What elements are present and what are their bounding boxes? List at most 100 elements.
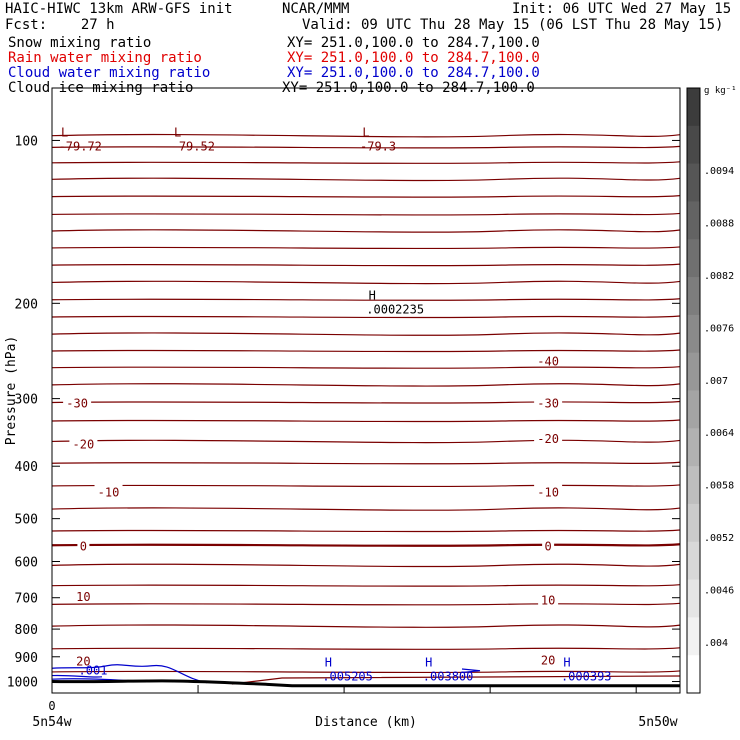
- colorbar-tick-label: .0064: [704, 428, 734, 439]
- temperature-contour-line: [51, 543, 681, 547]
- x-axis-label: Distance (km): [315, 715, 417, 730]
- temperature-contour-label: 10: [541, 593, 555, 607]
- extremum-marker: H: [425, 656, 432, 670]
- y-tick-label: 700: [15, 592, 38, 607]
- contour-label-bg: [69, 436, 98, 450]
- institution-label: NCAR/MMM: [282, 1, 350, 17]
- colorbar-tick-label: .0076: [704, 323, 734, 334]
- colorbar-segment: [687, 579, 700, 618]
- contour-label-bg: [538, 592, 559, 606]
- temperature-contour-line: [51, 400, 681, 404]
- temperature-contour-line: [51, 133, 681, 138]
- field-xy-cloud-water: XY= 251.0,100.0 to 284.7,100.0: [287, 65, 540, 81]
- colorbar-segment: [687, 314, 700, 354]
- extremum-value: -79.72: [59, 139, 102, 153]
- colorbar-tick-label: .0046: [704, 586, 734, 597]
- contour-label-bg: [73, 589, 94, 603]
- colorbar-segment: [687, 163, 700, 202]
- contour-label-bg: [94, 484, 123, 498]
- temperature-contour-line: [51, 507, 681, 511]
- cloud-water-contour: [461, 668, 481, 674]
- extremum-value: .0002235: [366, 302, 424, 316]
- temperature-contour-line: [51, 280, 681, 285]
- y-tick-label: 400: [15, 460, 38, 475]
- temperature-contour-line: [51, 145, 681, 149]
- extremum-marker: L: [362, 125, 369, 139]
- temperature-contour-line: [51, 315, 681, 319]
- temperature-contour-label: -40: [537, 354, 559, 368]
- colorbar-border: [686, 87, 701, 694]
- contour-label-bg: [73, 653, 94, 667]
- temperature-contour-line: [51, 195, 681, 198]
- temperature-contour-line: [51, 349, 681, 353]
- temperature-contour-label: -10: [537, 485, 559, 499]
- extremum-value: .003800: [423, 670, 474, 684]
- colorbar-tick-label: .007: [704, 376, 728, 387]
- temperature-contour-line: [51, 177, 681, 182]
- model-title: HAIC-HIWC 13km ARW-GFS init: [5, 1, 233, 17]
- temperature-contour-line: [51, 419, 681, 423]
- temperature-contour-label: -20: [73, 437, 95, 451]
- colorbar-segment: [687, 88, 700, 127]
- temperature-contour-line: [51, 439, 681, 444]
- contour-label-bg: [542, 538, 555, 552]
- x-tick-label-left: 5n54w: [32, 715, 71, 730]
- terrain-line: [51, 679, 680, 688]
- colorbar-segment: [687, 503, 700, 543]
- forecast-hour: Fcst: 27 h: [5, 17, 115, 33]
- colorbar-segment: [687, 655, 700, 694]
- temperature-contour-label: 20: [76, 655, 90, 669]
- y-tick-label: 900: [15, 651, 38, 666]
- colorbar-tick-label: .0052: [704, 533, 734, 544]
- temperature-contour-line: [51, 647, 681, 650]
- field-xy-snow: XY= 251.0,100.0 to 284.7,100.0: [287, 35, 540, 51]
- temperature-contour-label: -10: [98, 485, 120, 499]
- cloud-water-contour-label: .001: [79, 664, 108, 678]
- field-name-rain: Rain water mixing ratio: [8, 50, 202, 66]
- extremum-marker: L: [61, 125, 68, 139]
- colorbar-segment: [687, 428, 700, 467]
- init-time: Init: 06 UTC Wed 27 May 15: [512, 1, 732, 17]
- temperature-contour-line: [51, 332, 681, 336]
- field-name-cloud-water: Cloud water mixing ratio: [8, 65, 211, 81]
- temperature-contour-label: 0: [80, 539, 87, 553]
- temperature-contour-label: 20: [541, 653, 555, 667]
- colorbar-segment: [687, 201, 700, 240]
- cloud-water-contour: [51, 664, 208, 684]
- colorbar-unit: g kg⁻¹: [704, 86, 737, 96]
- y-tick-label: 600: [15, 555, 38, 570]
- colorbar-segment: [687, 541, 700, 581]
- contour-label-bg: [534, 431, 563, 445]
- y-axis-label: Pressure (hPa): [4, 336, 19, 446]
- terrain-profile: [51, 679, 680, 688]
- colorbar-tick-label: .004: [704, 638, 728, 649]
- colorbar-tick-label: .0088: [704, 218, 734, 229]
- temperature-contours: [51, 133, 681, 685]
- extremum-value: -79.3: [360, 139, 396, 153]
- x-tick-label-origin: 0: [48, 699, 55, 713]
- field-name-snow: Snow mixing ratio: [8, 35, 152, 51]
- contour-label-bg: [63, 395, 92, 409]
- contour-label-bg: [534, 353, 563, 367]
- extremum-value: .005205: [322, 670, 373, 684]
- field-xy-rain: XY= 251.0,100.0 to 284.7,100.0: [287, 50, 540, 66]
- contour-label-bg: [538, 652, 559, 666]
- temperature-contour-line: [51, 670, 681, 674]
- colorbar-tick-label: .0058: [704, 481, 734, 492]
- contour-label-bg: [534, 395, 563, 409]
- temperature-contour-line: [51, 229, 681, 233]
- extremum-value: .000393: [561, 670, 612, 684]
- colorbar-segment: [687, 239, 700, 278]
- cloud-water-contour: [51, 674, 103, 678]
- temperature-contour-line: [51, 383, 681, 387]
- temperature-contour-label: 10: [76, 590, 90, 604]
- temperature-contour-line: [51, 584, 681, 587]
- colorbar-segment: [687, 390, 700, 429]
- temperature-contour-label: -30: [537, 396, 559, 410]
- y-tick-label: 300: [15, 393, 38, 408]
- temperature-contour-line: [51, 461, 681, 465]
